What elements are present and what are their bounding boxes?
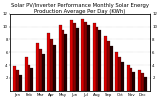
Bar <box>53 45 56 91</box>
Bar <box>64 34 67 91</box>
Bar <box>59 25 62 91</box>
Bar <box>110 46 113 91</box>
Bar <box>19 75 22 91</box>
Bar <box>87 25 90 91</box>
Bar <box>144 77 147 91</box>
Bar <box>39 49 42 91</box>
Bar <box>50 40 53 91</box>
Bar <box>13 66 16 91</box>
Bar <box>132 72 135 91</box>
Bar <box>141 73 144 91</box>
Bar <box>47 33 50 91</box>
Bar <box>127 65 130 91</box>
Bar <box>76 28 79 91</box>
Bar <box>96 27 98 91</box>
Bar <box>42 54 45 91</box>
Bar <box>104 36 107 91</box>
Bar <box>73 24 76 91</box>
Bar <box>98 30 101 91</box>
Title: Solar PV/Inverter Performance Monthly Solar Energy Production Average Per Day (K: Solar PV/Inverter Performance Monthly So… <box>11 3 149 14</box>
Bar <box>93 24 96 91</box>
Bar <box>70 20 73 91</box>
Bar <box>121 62 124 91</box>
Bar <box>25 57 28 91</box>
Bar <box>28 65 30 91</box>
Bar <box>138 70 141 91</box>
Bar <box>84 22 87 91</box>
Bar <box>16 70 19 91</box>
Bar <box>81 19 84 91</box>
Bar <box>62 30 64 91</box>
Bar <box>36 43 39 91</box>
Bar <box>107 41 110 91</box>
Bar <box>30 68 33 91</box>
Bar <box>118 57 121 91</box>
Bar <box>115 52 118 91</box>
Bar <box>130 68 132 91</box>
